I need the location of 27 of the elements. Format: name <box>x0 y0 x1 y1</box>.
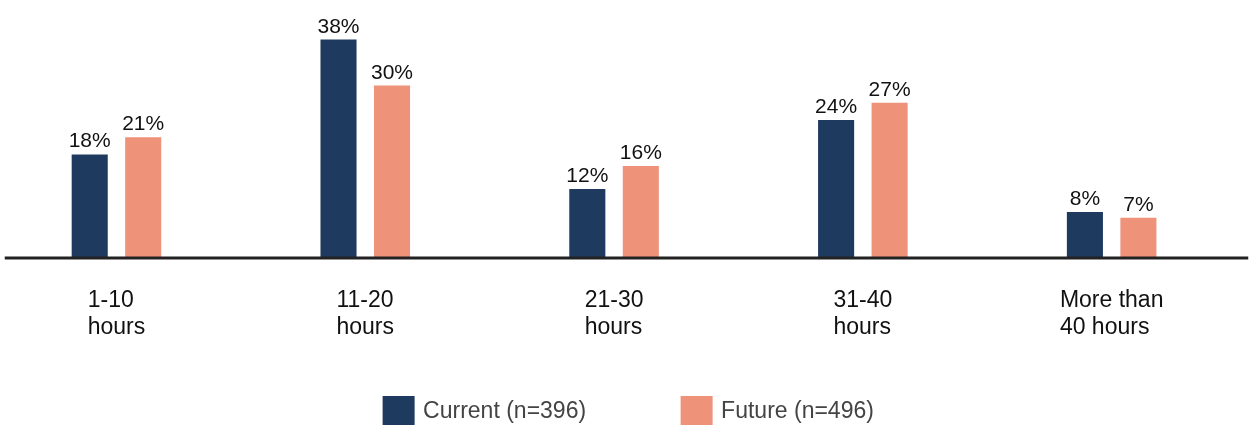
data-label: 7% <box>1123 191 1154 215</box>
x-tick-label: 11-20 hours <box>336 285 395 340</box>
data-label: 8% <box>1069 185 1101 209</box>
x-tick-label: 21-30 hours <box>584 285 644 340</box>
data-label: 30% <box>370 59 414 83</box>
data-label: 21% <box>122 111 165 135</box>
legend-label: Future (n=496) <box>721 396 874 424</box>
data-label: 12% <box>566 162 609 186</box>
data-label: 18% <box>68 128 111 152</box>
bar <box>1120 217 1157 258</box>
x-tick-label: 1-10 hours <box>87 285 146 340</box>
bar <box>71 154 108 258</box>
data-label: 27% <box>868 76 911 100</box>
x-tick-label: 31-40 hours <box>833 285 893 340</box>
data-label: 38% <box>317 13 360 37</box>
bar <box>373 85 411 258</box>
bar <box>569 188 606 258</box>
data-label: 24% <box>815 94 858 118</box>
bar <box>1066 211 1103 258</box>
legend-label: Current (n=396) <box>423 396 587 424</box>
data-label: 16% <box>619 139 662 163</box>
bar <box>818 120 855 258</box>
bar <box>622 165 659 258</box>
bar <box>320 39 357 258</box>
bar <box>125 137 162 258</box>
bar <box>871 102 908 258</box>
x-tick-label: More than 40 hours <box>1059 285 1164 340</box>
